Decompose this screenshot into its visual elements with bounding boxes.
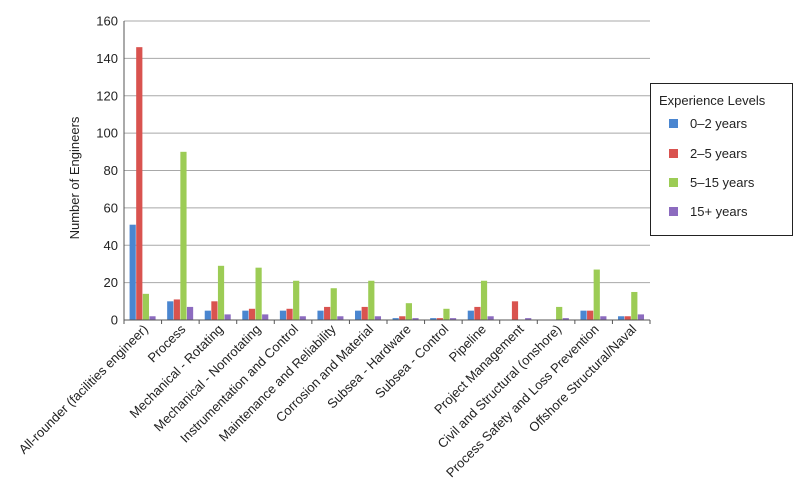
y-tick-label: 80	[104, 163, 118, 178]
bar	[436, 318, 443, 320]
bar	[637, 314, 645, 320]
x-axis-tick-labels: All-rounder (facilities engineer)Process…	[16, 321, 640, 480]
bar	[399, 316, 406, 320]
gridlines	[124, 20, 650, 284]
bar	[149, 316, 156, 320]
axes	[123, 21, 651, 324]
bar	[173, 299, 180, 320]
bar	[167, 301, 174, 320]
bar	[392, 318, 399, 320]
y-tick-label: 60	[104, 200, 118, 215]
bar	[255, 267, 262, 320]
bar	[286, 308, 293, 320]
bar	[600, 316, 607, 320]
y-tick-label: 120	[96, 88, 118, 103]
bar	[279, 310, 287, 320]
bar	[180, 151, 187, 320]
bar	[374, 316, 382, 320]
y-tick-label: 160	[96, 14, 118, 29]
bar	[430, 318, 437, 320]
y-tick-label: 140	[96, 51, 118, 66]
legend-swatch	[669, 207, 678, 216]
bar	[368, 280, 375, 320]
bar	[443, 308, 450, 320]
bar	[480, 280, 488, 320]
bar	[487, 316, 494, 320]
bar	[511, 301, 519, 320]
x-tick-label: All-rounder (facilities engineer)	[16, 322, 151, 457]
legend-swatch	[669, 149, 678, 158]
bar	[337, 316, 344, 320]
y-tick-label: 0	[111, 313, 118, 328]
bar	[562, 318, 569, 320]
bar	[248, 308, 256, 320]
bar	[474, 306, 481, 320]
legend-swatch	[669, 178, 678, 187]
bar	[324, 306, 331, 320]
bar	[556, 306, 563, 320]
bar	[361, 306, 368, 320]
bar	[412, 318, 419, 320]
bar	[355, 310, 362, 320]
bar	[299, 316, 306, 320]
legend-item-15-plus-years: 15+ years	[669, 204, 747, 219]
bar	[631, 291, 638, 320]
bars	[129, 47, 645, 320]
legend-title: Experience Levels	[659, 93, 766, 108]
legend-label: 5–15 years	[690, 175, 755, 190]
legend-swatch	[669, 119, 678, 128]
bar	[262, 314, 269, 320]
bar	[217, 265, 225, 320]
bar	[129, 224, 136, 320]
bar	[618, 316, 625, 320]
legend-label: 15+ years	[690, 204, 748, 219]
legend-label: 2–5 years	[690, 146, 748, 161]
y-tick-label: 100	[96, 126, 118, 141]
bar	[593, 269, 600, 320]
legend-item-2-5-years: 2–5 years	[669, 146, 747, 161]
bar	[142, 293, 149, 320]
bar	[293, 280, 300, 320]
bar	[525, 318, 532, 320]
bar	[587, 310, 594, 320]
legend-item-0-2-years: 0–2 years	[669, 116, 747, 131]
y-tick-label: 20	[104, 275, 118, 290]
bar	[242, 310, 249, 320]
bar	[580, 310, 587, 320]
bar	[449, 318, 457, 320]
bar	[211, 301, 218, 320]
bar	[224, 314, 231, 320]
legend: Experience Levels 0–2 years 2–5 years 5–…	[650, 83, 793, 236]
bar	[136, 47, 143, 320]
bar	[330, 288, 337, 320]
bar	[204, 310, 211, 320]
bar	[405, 303, 412, 320]
y-axis-label: Number of Engineers	[67, 116, 82, 239]
bar	[624, 316, 631, 320]
y-axis-tick-labels: 0 20 40 60 80 100 120 140 160	[96, 14, 118, 328]
bar	[186, 306, 194, 320]
bar	[467, 310, 474, 320]
legend-item-5-15-years: 5–15 years	[669, 175, 754, 190]
bar	[317, 310, 324, 320]
y-tick-label: 40	[104, 238, 118, 253]
legend-label: 0–2 years	[690, 116, 748, 131]
